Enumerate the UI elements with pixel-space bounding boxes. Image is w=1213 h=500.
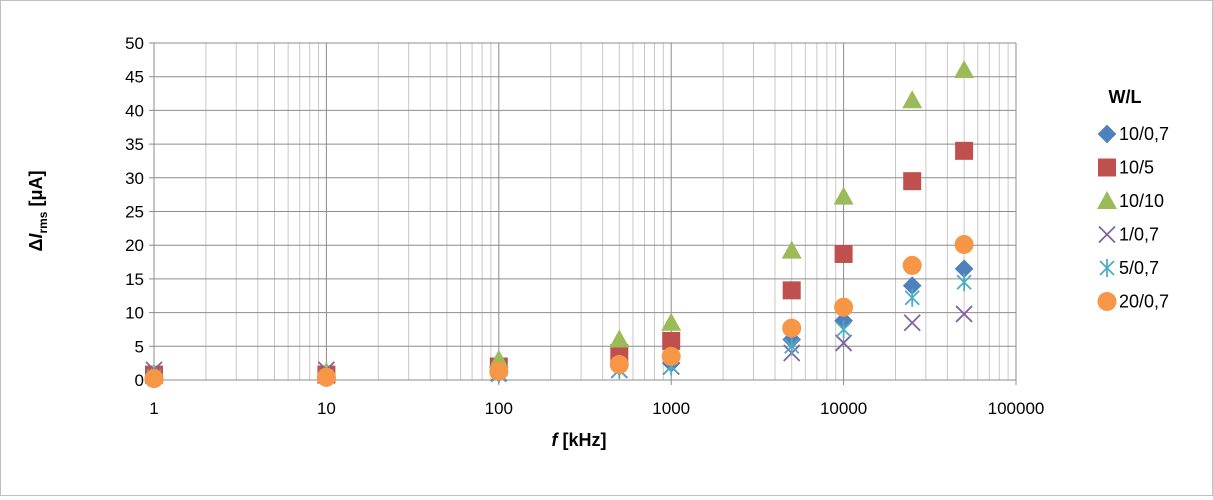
data-point-series-2 — [902, 90, 923, 109]
legend-label-1: 10/5 — [1119, 158, 1154, 178]
data-point-series-5 — [144, 369, 164, 389]
y-tick-label: 40 — [125, 101, 144, 120]
x-axis-title-unit: [kHz] — [558, 430, 607, 450]
x-tick-label: 10 — [317, 399, 336, 418]
y-tick-label: 10 — [125, 304, 144, 323]
legend-item-2: 10/10 — [1097, 191, 1164, 211]
y-axis-title-italic: I — [26, 233, 46, 239]
data-point-series-5 — [489, 361, 509, 381]
data-point-series-1 — [662, 331, 681, 350]
data-point-series-4 — [835, 320, 852, 339]
legend-label-5: 20/0,7 — [1119, 292, 1169, 312]
y-tick-label: 0 — [135, 371, 144, 390]
data-point-series-3 — [834, 334, 853, 352]
legend-item-1: 10/5 — [1098, 158, 1154, 178]
y-tick-label: 5 — [135, 337, 144, 356]
legend: 10/0,7 10/5 10/10 1/0,7 5/0,7 20/0,7 — [1097, 124, 1169, 312]
points-layer — [144, 59, 975, 389]
legend-marker-3 — [1098, 225, 1116, 244]
legend-label-3: 1/0,7 — [1119, 225, 1159, 245]
data-point-series-4 — [784, 337, 800, 356]
y-axis-title-subscript: rms — [36, 211, 50, 233]
data-point-series-1 — [782, 281, 801, 300]
legend-label-4: 5/0,7 — [1119, 258, 1159, 278]
data-point-series-5 — [902, 255, 922, 275]
y-axis-title: ΔIrms [μA] — [26, 171, 50, 252]
x-tick-label: 100000 — [988, 399, 1045, 418]
y-tick-label: 45 — [125, 68, 144, 87]
data-point-series-3 — [955, 305, 973, 323]
x-tick-label: 1000 — [652, 399, 690, 418]
legend-marker-4 — [1099, 259, 1115, 277]
data-point-series-1 — [834, 244, 853, 263]
data-point-series-5 — [661, 346, 681, 366]
legend-item-5: 20/0,7 — [1097, 292, 1169, 312]
data-point-series-2 — [661, 312, 682, 331]
data-point-series-1 — [955, 141, 974, 160]
ticks-layer: 0 5 10 15 20 25 30 35 40 45 50 1 10 100 1000 10000 10000… — [125, 34, 1044, 418]
legend-marker-1 — [1098, 158, 1116, 177]
legend-item-3: 1/0,7 — [1098, 225, 1159, 245]
y-tick-label: 50 — [125, 34, 144, 53]
y-tick-label: 25 — [125, 203, 144, 222]
data-point-series-5 — [609, 354, 629, 374]
y-axis-title-unit: [μA] — [26, 171, 46, 212]
y-tick-label: 15 — [125, 270, 144, 289]
data-point-series-2 — [609, 329, 630, 348]
data-point-series-5 — [782, 318, 802, 338]
legend-item-0: 10/0,7 — [1097, 124, 1169, 144]
grid-layer — [153, 42, 1017, 380]
data-point-series-2 — [954, 59, 975, 78]
x-tick-label: 100 — [485, 399, 513, 418]
x-tick-label: 1 — [149, 399, 158, 418]
data-point-series-5 — [954, 235, 974, 255]
data-point-series-2 — [833, 186, 854, 205]
x-axis-title-italic: f — [552, 430, 560, 450]
legend-label-0: 10/0,7 — [1119, 124, 1169, 144]
legend-marker-2 — [1097, 191, 1117, 209]
legend-title: W/L — [1109, 87, 1142, 107]
data-point-series-2 — [781, 240, 802, 259]
data-point-series-1 — [903, 172, 922, 191]
data-point-series-5 — [316, 367, 336, 387]
axis-layer — [149, 42, 1017, 385]
y-tick-label: 20 — [125, 236, 144, 255]
data-point-series-5 — [834, 297, 854, 317]
legend-marker-0 — [1097, 124, 1117, 144]
legend-marker-5 — [1097, 292, 1117, 311]
y-axis-title-delta: Δ — [26, 238, 46, 251]
x-tick-label: 10000 — [820, 399, 867, 418]
legend-item-4: 5/0,7 — [1099, 258, 1159, 278]
x-axis-title: f [kHz] — [552, 430, 607, 450]
y-tick-label: 30 — [125, 169, 144, 188]
legend-label-2: 10/10 — [1119, 191, 1164, 211]
data-point-series-3 — [903, 314, 921, 332]
y-tick-label: 35 — [125, 135, 144, 154]
data-point-series-4 — [956, 273, 972, 292]
data-point-series-4 — [904, 288, 920, 307]
